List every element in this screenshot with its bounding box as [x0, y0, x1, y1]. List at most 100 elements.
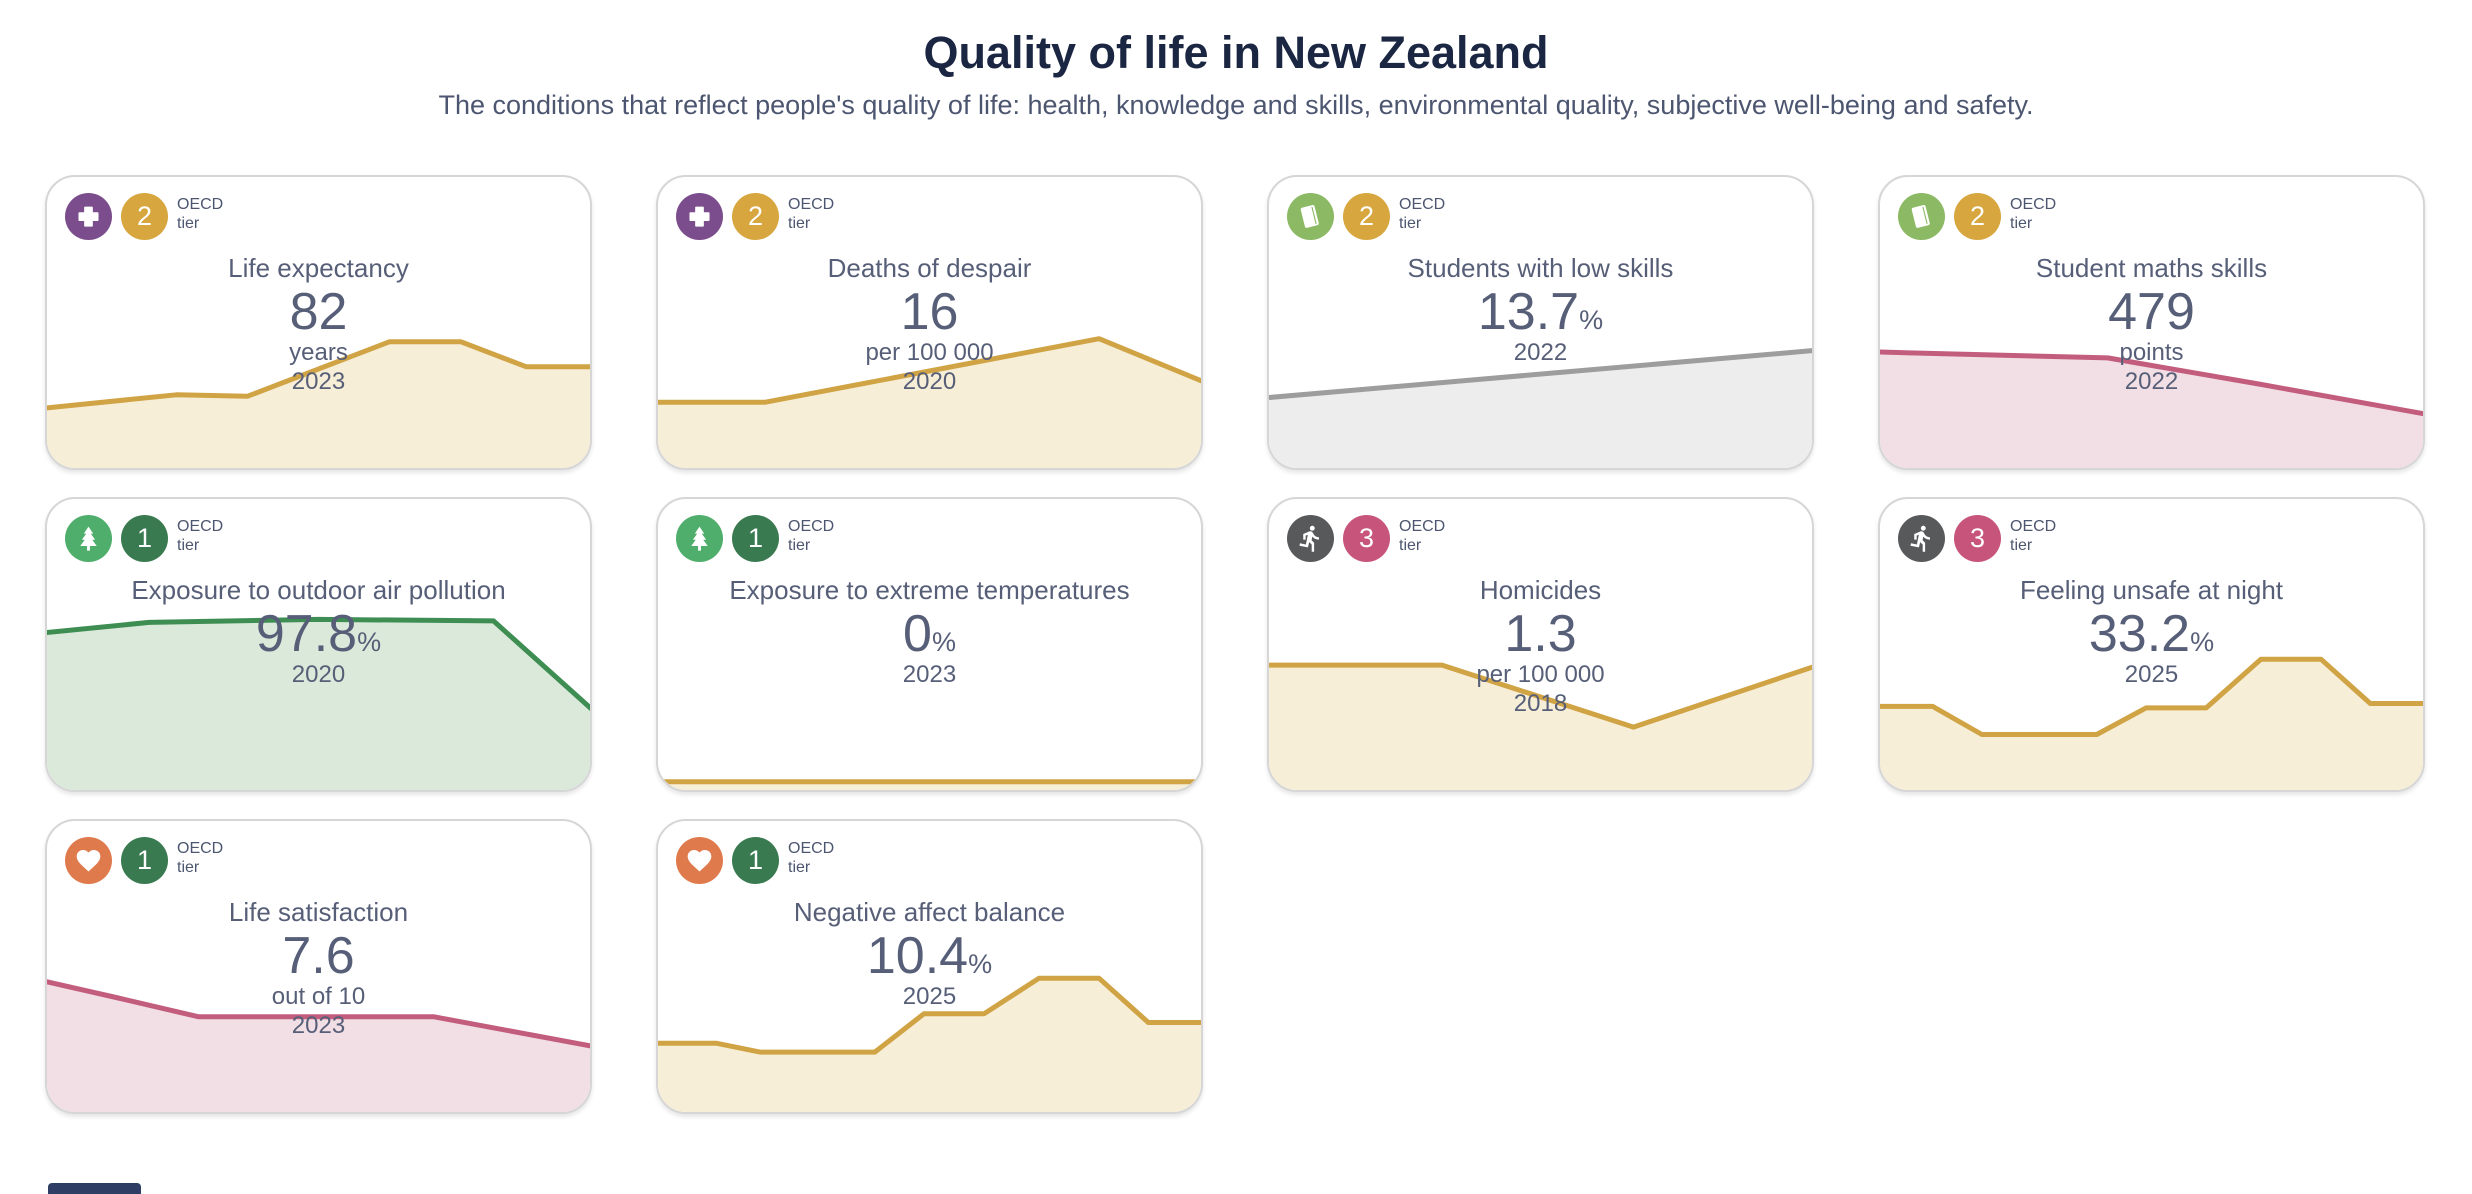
card-title: Students with low skills	[1407, 253, 1674, 284]
card-text: Life satisfaction 7.6 out of 10 2023	[47, 897, 590, 1040]
card-year: 2022	[1513, 339, 1568, 367]
sparkline-chart	[47, 339, 590, 469]
sparkline-chart	[658, 336, 1201, 469]
card-unit: years	[289, 339, 348, 367]
tier-badge: 3	[1954, 515, 2001, 563]
card-badges: 1 OECD tier	[65, 837, 224, 885]
value-suffix: %	[357, 626, 382, 657]
tier-number: 2	[136, 201, 153, 232]
indicator-card[interactable]: 2 OECD tier Deaths of despair 16 per 100 …	[656, 175, 1203, 471]
card-value: 10.4%	[658, 926, 1201, 985]
running-person-icon	[1898, 515, 1945, 563]
indicator-card[interactable]: 1 OECD tier Exposure to outdoor air pollu…	[45, 497, 592, 793]
tier-label-line2: tier	[788, 859, 811, 877]
tier-label-line1: OECD	[788, 840, 835, 858]
card-badges: 1 OECD tier	[676, 837, 834, 885]
tier-label: OECD tier	[1399, 193, 1445, 234]
tier-label: OECD tier	[788, 515, 834, 556]
card-value: 97.8%	[47, 606, 590, 662]
card-text: Feeling unsafe at night 33.2% 2025	[1880, 575, 2423, 689]
value-number: 82	[289, 282, 348, 341]
tier-number: 1	[136, 523, 153, 554]
card-value: 479	[1880, 282, 2423, 341]
value-number: 10.4	[866, 926, 969, 985]
tier-number: 3	[1358, 523, 1375, 554]
indicator-card[interactable]: 2 OECD tier Student maths skills 479 poin…	[1878, 175, 2425, 471]
value-number: 13.7	[1477, 282, 1580, 341]
card-value: 33.2%	[1880, 606, 2423, 662]
sparkline-chart	[1880, 349, 2423, 469]
tier-number: 2	[1358, 201, 1375, 232]
sparkline-chart	[658, 976, 1201, 1113]
tier-label-line2: tier	[2010, 215, 2033, 233]
tier-badge: 1	[732, 837, 779, 885]
indicator-card[interactable]: 1 OECD tier Negative affect balance 10.4%…	[656, 819, 1203, 1115]
value-number: 0	[903, 604, 932, 663]
card-value: 7.6	[47, 926, 590, 985]
tier-label-line1: OECD	[177, 840, 224, 858]
sparkline-chart	[1269, 662, 1812, 791]
indicator-card[interactable]: 2 OECD tier Life expectancy 82 years 2023	[45, 175, 592, 471]
card-year: 2020	[902, 367, 957, 395]
tier-badge: 3	[1343, 515, 1390, 563]
card-year: 2023	[291, 367, 346, 395]
tree-icon	[676, 515, 723, 563]
sparkline-chart	[658, 779, 1201, 791]
footer-fragment	[48, 1183, 141, 1194]
indicator-card[interactable]: 1 OECD tier Exposure to extreme temperatu…	[656, 497, 1203, 793]
page-title: Quality of life in New Zealand	[923, 27, 1549, 78]
value-number: 7.6	[282, 926, 355, 985]
tier-label: OECD tier	[788, 837, 834, 878]
card-year: 2025	[902, 983, 957, 1011]
tier-label-line2: tier	[177, 859, 200, 877]
tier-label: OECD tier	[2010, 193, 2056, 234]
card-title: Exposure to extreme temperatures	[729, 575, 1130, 606]
tier-label-line2: tier	[2010, 537, 2033, 555]
book-icon	[1287, 193, 1334, 241]
tier-label: OECD tier	[177, 193, 223, 234]
tier-number: 3	[1969, 523, 1986, 554]
card-year: 2022	[2124, 367, 2179, 395]
tier-label-line2: tier	[1399, 537, 1422, 555]
book-icon	[1898, 193, 1945, 241]
tier-label-line1: OECD	[1399, 518, 1446, 536]
tier-badge: 1	[121, 515, 168, 563]
card-badges: 1 OECD tier	[676, 515, 834, 563]
indicator-card[interactable]: 2 OECD tier Students with low skills 13.7…	[1267, 175, 1814, 471]
tier-badge: 2	[1343, 193, 1390, 241]
card-badges: 2 OECD tier	[676, 193, 834, 241]
value-suffix: %	[2190, 626, 2215, 657]
card-text: Exposure to outdoor air pollution 97.8% …	[47, 575, 590, 689]
card-title: Deaths of despair	[827, 253, 1032, 284]
value-number: 1.3	[1504, 604, 1577, 663]
indicator-card[interactable]: 3 OECD tier Feeling unsafe at night 33.2%…	[1878, 497, 2425, 793]
card-text: Student maths skills 479 points 2022	[1880, 253, 2423, 396]
card-unit: points	[2119, 339, 2184, 367]
tree-icon	[65, 515, 112, 563]
tier-label-line1: OECD	[788, 518, 835, 536]
card-value: 82	[47, 282, 590, 341]
tier-label-line2: tier	[788, 215, 811, 233]
value-number: 479	[2108, 282, 2195, 341]
tier-label: OECD tier	[788, 193, 834, 234]
indicator-card[interactable]: 1 OECD tier Life satisfaction 7.6 out of …	[45, 819, 592, 1115]
tier-label: OECD tier	[177, 515, 223, 556]
sparkline-chart	[1880, 657, 2423, 791]
tier-number: 1	[747, 523, 764, 554]
tier-badge: 1	[732, 515, 779, 563]
tier-number: 1	[136, 845, 153, 876]
card-title: Life expectancy	[228, 253, 409, 284]
card-unit: out of 10	[271, 983, 366, 1011]
tier-label-line2: tier	[788, 537, 811, 555]
card-value: 0%	[658, 604, 1201, 663]
value-suffix: %	[968, 948, 993, 979]
indicator-card[interactable]: 3 OECD tier Homicides 1.3 per 100 000 201…	[1267, 497, 1814, 793]
card-year: 2018	[1513, 689, 1568, 717]
value-suffix: %	[931, 626, 956, 657]
card-title: Student maths skills	[2035, 253, 2268, 284]
card-value: 13.7%	[1269, 282, 1812, 341]
card-value: 1.3	[1269, 604, 1812, 663]
card-year: 2020	[291, 661, 346, 689]
tier-badge: 1	[121, 837, 168, 885]
value-number: 16	[900, 282, 959, 341]
